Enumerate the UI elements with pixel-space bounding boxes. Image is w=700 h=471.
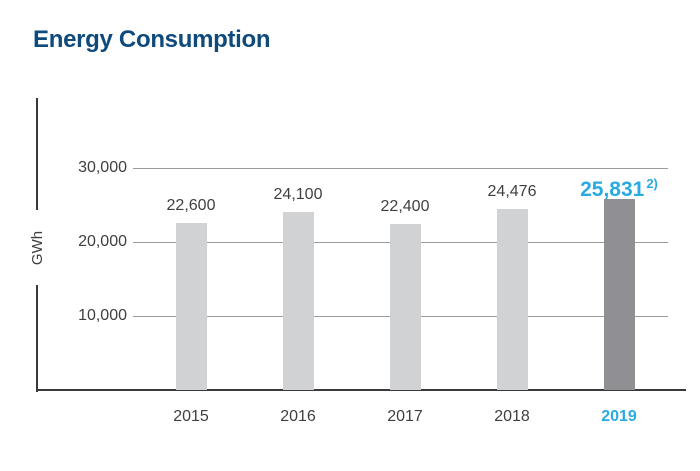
- bar-value-label: 24,476: [487, 182, 537, 200]
- bar-2019: [603, 198, 635, 390]
- bar-value-label: 22,400: [380, 198, 430, 216]
- y-axis-line-upper: [36, 98, 38, 210]
- x-tick-label-2016: 2016: [280, 408, 316, 425]
- chart-title: Energy Consumption: [33, 26, 271, 53]
- y-tick-label: 10,000: [78, 307, 127, 324]
- bar-2017: [389, 224, 421, 390]
- bar-value-label: 22,600: [166, 196, 216, 214]
- bar-value-label: 25,831 2): [580, 175, 658, 201]
- y-axis-line-lower: [36, 285, 38, 392]
- x-axis-line: [36, 389, 686, 391]
- x-tick-label-2019: 2019: [601, 408, 637, 425]
- y-axis-title: GWh: [28, 230, 46, 266]
- bar-2018: [496, 208, 528, 390]
- x-tick-label-2015: 2015: [173, 408, 209, 425]
- footnote-marker: 2): [646, 175, 658, 191]
- y-tick-label: 30,000: [78, 159, 127, 176]
- x-tick-label-2017: 2017: [387, 408, 423, 425]
- x-tick-label-2018: 2018: [494, 408, 530, 425]
- bar-2015: [175, 222, 207, 390]
- gridline: [133, 168, 668, 169]
- y-tick-label: 20,000: [78, 233, 127, 250]
- bar-value-label: 24,100: [273, 185, 323, 203]
- bar-2016: [282, 211, 314, 390]
